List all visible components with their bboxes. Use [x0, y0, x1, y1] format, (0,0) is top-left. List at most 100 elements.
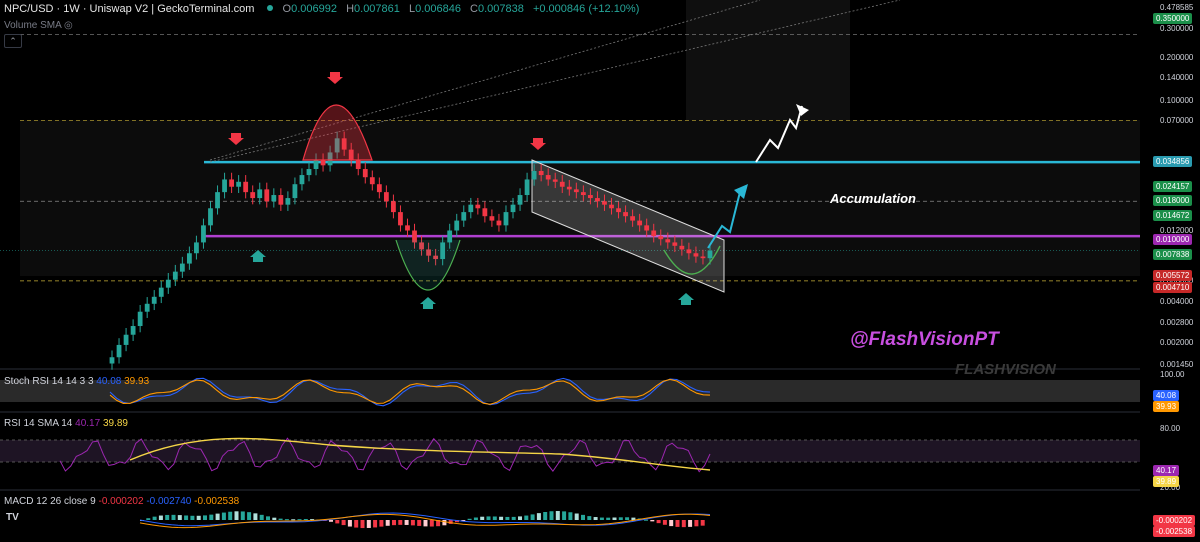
low-value: 0.006846: [415, 3, 461, 15]
macd-bar: [631, 517, 636, 520]
candle: [271, 195, 277, 202]
down-arrow-icon: [228, 133, 244, 145]
macd-bar: [152, 516, 157, 520]
rsi-legend[interactable]: RSI 14 SMA 14 40.17 39.89: [4, 418, 128, 429]
price-tick: 0.004000: [1160, 297, 1194, 306]
macd-bar: [410, 520, 415, 526]
candle: [201, 225, 206, 243]
macd-bar: [436, 520, 441, 527]
macd-bar: [669, 520, 674, 527]
price-tick: 0.200000: [1160, 53, 1194, 62]
candle: [264, 189, 270, 202]
tradingview-logo[interactable]: TV: [6, 512, 19, 523]
price-badge: 0.007838: [1153, 249, 1193, 260]
open-label: O: [282, 3, 292, 15]
macd-bar: [347, 520, 352, 527]
macd-bar: [574, 513, 579, 520]
macd-bar: [536, 513, 541, 520]
macd-bar: [272, 517, 277, 520]
macd-bar: [581, 514, 585, 520]
rsi-line: [59, 437, 711, 473]
candle: [588, 195, 593, 199]
candle: [454, 220, 460, 231]
candle: [243, 181, 249, 193]
candle: [355, 160, 361, 170]
macd-legend[interactable]: MACD 12 26 close 9 -0.000202 -0.002740 -…: [4, 496, 239, 507]
trendline: [209, 0, 761, 161]
candle: [313, 160, 319, 170]
macd-bar: [644, 519, 648, 521]
stoch-d-value: 39.93: [124, 376, 150, 387]
close-value: 0.007838: [478, 3, 524, 15]
macd-label: MACD 12 26 close 9: [4, 496, 96, 507]
projection-arrowhead: [734, 184, 748, 199]
stoch-rsi-legend[interactable]: Stoch RSI 14 14 3 3 40.08 39.93: [4, 376, 149, 387]
price-badge: 0.018000: [1153, 195, 1193, 206]
candle: [538, 170, 544, 176]
macd-bar: [177, 515, 182, 520]
candle: [496, 220, 502, 226]
brand-watermark: FLASHVISION: [955, 361, 1057, 378]
candle: [257, 189, 263, 199]
macd-bar: [310, 519, 315, 521]
candle: [172, 271, 178, 280]
candle: [433, 255, 439, 260]
stoch-k-value: 40.08: [96, 376, 122, 387]
market-status-icon: [267, 5, 274, 11]
candle: [208, 208, 213, 226]
macd-bar: [360, 520, 365, 529]
rsi-badge: 39.89: [1153, 476, 1180, 487]
macd-bar: [606, 517, 611, 520]
macd-bar: [599, 517, 604, 520]
macd-bar: [681, 520, 686, 528]
candle: [179, 263, 185, 272]
handle-watermark: @FlashVisionPT: [850, 329, 1000, 350]
macd-bar: [480, 516, 485, 520]
macd-bar: [196, 515, 201, 520]
candle: [489, 216, 495, 221]
volume-sma-legend[interactable]: Volume SMA ◎: [4, 20, 73, 31]
price-tick: 0.012000: [1160, 226, 1194, 235]
candle: [334, 138, 340, 153]
collapse-legend-button[interactable]: ⌃: [4, 34, 22, 48]
macd-bar: [650, 520, 655, 522]
candle: [236, 181, 242, 187]
macd-bar: [524, 515, 529, 520]
candle: [348, 149, 354, 161]
candle: [123, 334, 129, 345]
price-badge: 0.004710: [1153, 282, 1193, 293]
top-pattern: [302, 104, 373, 161]
macd-bar: [555, 511, 560, 520]
candle: [602, 201, 607, 205]
macd-bar: [518, 516, 522, 520]
price-tick: 0.070000: [1160, 116, 1194, 125]
up-arrow-icon: [420, 297, 436, 309]
high-value: 0.007861: [354, 3, 400, 15]
macd-bar: [618, 517, 623, 520]
candle: [531, 170, 537, 180]
macd-bar: [278, 518, 283, 520]
candle: [637, 220, 643, 226]
macd-bar: [373, 520, 378, 528]
bottom-pattern: [395, 239, 461, 291]
macd-bar: [675, 520, 680, 527]
candle: [510, 204, 516, 213]
eye-hidden-icon[interactable]: ◎: [64, 20, 73, 31]
candle: [524, 179, 530, 196]
rsi-sma-line: [129, 437, 711, 471]
macd-bar: [455, 520, 459, 523]
macd-bar: [146, 518, 151, 520]
chart-header: NPC/USD · 1W · Uniswap V2 | GeckoTermina…: [4, 3, 645, 15]
symbol-title[interactable]: NPC/USD · 1W · Uniswap V2 | GeckoTermina…: [4, 3, 255, 15]
candle: [580, 192, 586, 196]
high-label: H: [346, 3, 355, 15]
macd-bar: [234, 511, 239, 520]
macd-bar: [625, 517, 630, 520]
candle: [503, 212, 509, 226]
macd-bar: [253, 513, 258, 520]
rsi-tick: 80.00: [1160, 424, 1181, 433]
macd-bar: [335, 520, 340, 524]
candle: [137, 311, 143, 327]
bottom-pattern: [663, 245, 721, 275]
macd-bar: [240, 511, 245, 520]
